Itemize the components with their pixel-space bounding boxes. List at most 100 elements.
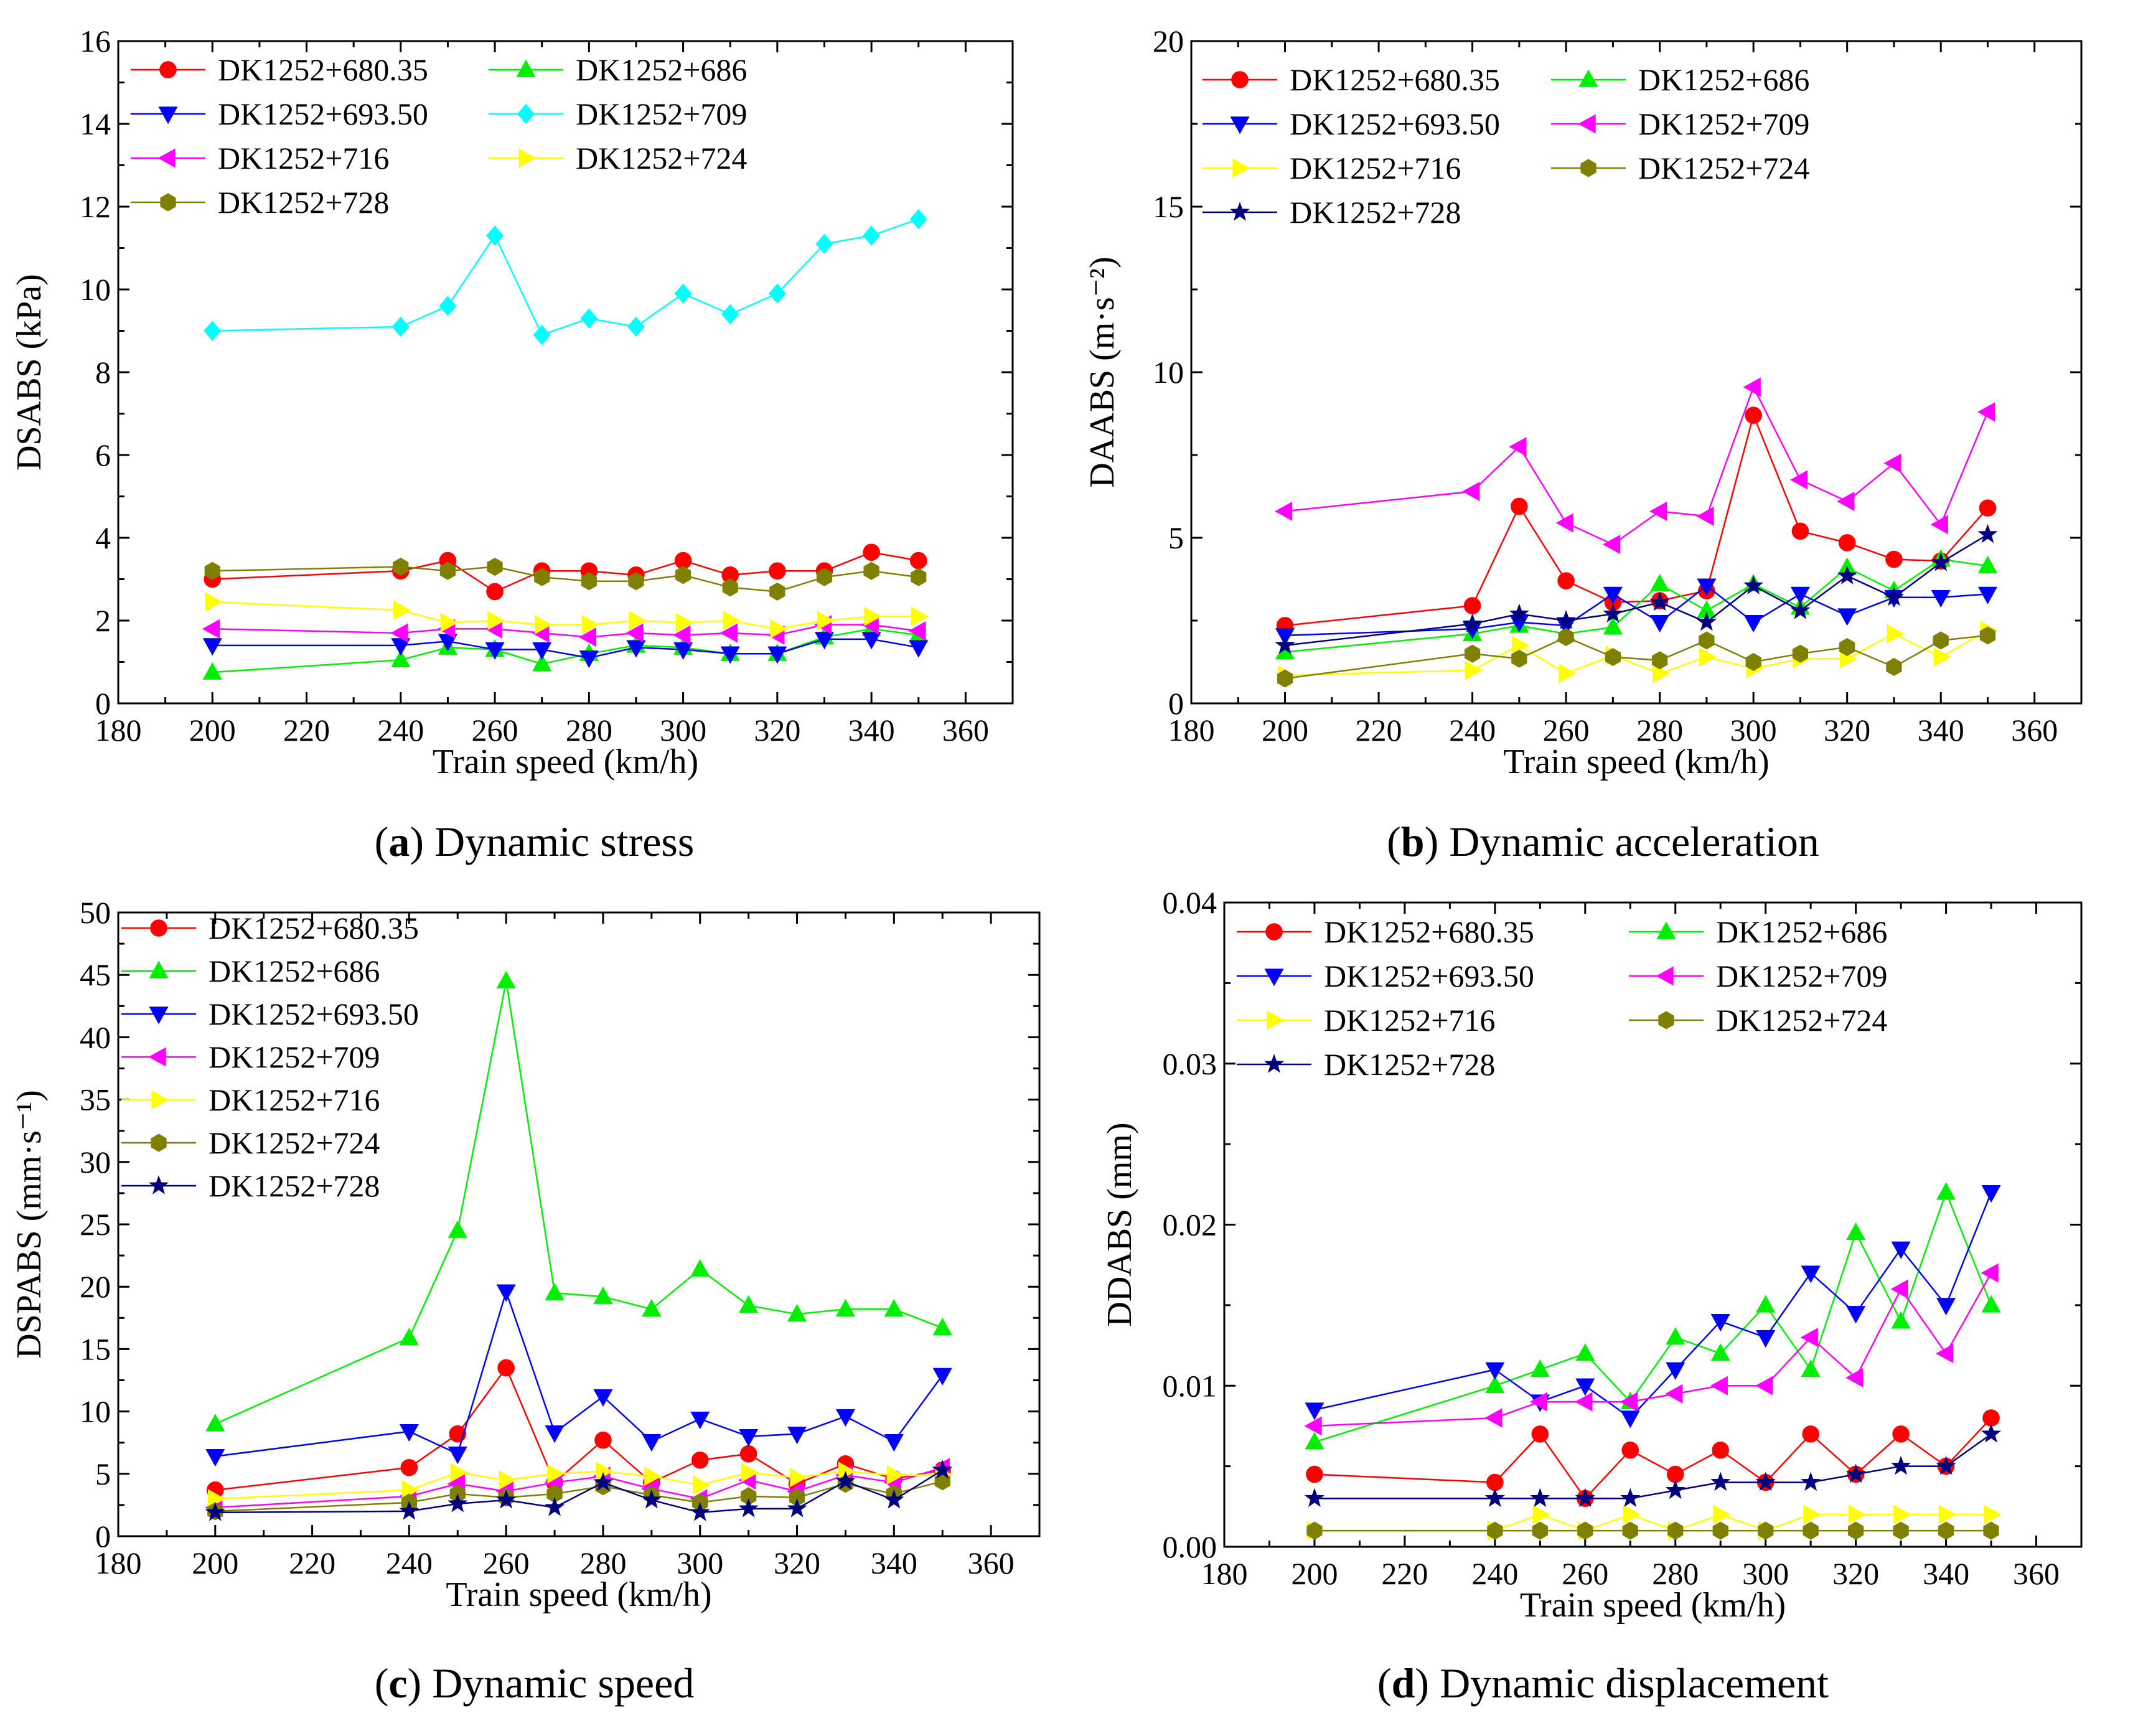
data-point	[1758, 1521, 1774, 1540]
series-dk1252-728	[1304, 1423, 2002, 1508]
data-point	[1933, 647, 1951, 667]
data-point	[1485, 1375, 1505, 1393]
data-point	[1622, 1521, 1638, 1540]
data-point	[391, 649, 411, 667]
x-tick-label: 280	[579, 1546, 626, 1580]
x-tick-label: 280	[1652, 1556, 1699, 1591]
legend-marker	[1578, 69, 1598, 87]
x-tick-label: 320	[774, 1546, 820, 1580]
data-point	[487, 611, 505, 631]
data-point	[673, 642, 693, 660]
data-point	[835, 1298, 855, 1316]
legend-label: DK1252+709	[576, 96, 747, 131]
legend-label: DK1252+680.35	[1290, 62, 1500, 97]
series-line	[212, 218, 919, 336]
legend-item-dk1252-680-35: DK1252+680.35	[1237, 914, 1534, 949]
legend-label: DK1252+724	[209, 1125, 380, 1160]
data-point	[1532, 1521, 1548, 1540]
data-point	[1559, 664, 1577, 683]
data-point	[1275, 501, 1293, 521]
data-point	[1620, 1392, 1638, 1412]
data-point	[439, 296, 457, 316]
legend-label: DK1252+693.50	[209, 997, 419, 1031]
series-line	[212, 601, 919, 630]
x-tick-label: 300	[660, 713, 706, 748]
series-dk1252-724	[1306, 1521, 1999, 1540]
legend-label: DK1252+693.50	[1290, 106, 1500, 141]
data-point	[1710, 1343, 1730, 1361]
data-point	[1696, 506, 1714, 526]
data-point	[1602, 535, 1621, 555]
series-line	[1285, 558, 1988, 653]
series-dk1252-716	[1277, 621, 1998, 685]
legend-marker	[159, 61, 177, 78]
data-point	[1462, 613, 1483, 632]
y-axis-label: DSABS (kPa)	[10, 274, 49, 471]
data-point	[1484, 1408, 1503, 1428]
x-tick-label: 260	[483, 1546, 530, 1580]
data-point	[1891, 1455, 1911, 1475]
legend-marker	[160, 193, 176, 212]
data-point	[1743, 614, 1763, 633]
data-point	[1837, 608, 1857, 626]
x-tick-label: 260	[472, 713, 518, 748]
series-line	[212, 624, 919, 638]
data-point	[1710, 1471, 1731, 1491]
y-tick-label: 0.03	[1163, 1046, 1217, 1081]
data-point	[1933, 631, 1949, 650]
data-point	[1710, 1376, 1728, 1396]
data-point	[1893, 1504, 1911, 1524]
series-dk1252-728	[1275, 523, 1998, 654]
series-line	[1285, 629, 1989, 677]
data-point	[861, 632, 881, 650]
data-point	[909, 640, 929, 658]
legend-item-dk1252-693-50: DK1252+693.50	[1203, 106, 1500, 141]
data-point	[817, 611, 835, 631]
caption-letter: c	[388, 1659, 408, 1707]
legend-label: DK1252+693.50	[218, 96, 428, 131]
data-point	[486, 225, 504, 246]
data-point	[496, 1490, 517, 1509]
legend-label: DK1252+686	[1638, 62, 1809, 97]
legend: DK1252+680.35 DK1252+686 DK1252+693.50 DK12…	[1203, 62, 1809, 230]
data-point	[1890, 1279, 1908, 1299]
data-point	[1979, 499, 1997, 517]
data-point	[1743, 377, 1761, 397]
data-point	[1981, 1185, 2001, 1203]
y-tick-label: 50	[80, 895, 111, 930]
data-point	[1713, 1504, 1731, 1524]
data-point	[1512, 636, 1530, 655]
data-point	[1977, 523, 1998, 543]
data-point	[1485, 1362, 1505, 1380]
legend-item-dk1252-716: DK1252+716	[131, 141, 389, 176]
data-point	[1848, 1504, 1867, 1524]
data-point	[202, 638, 222, 656]
y-tick-label: 0.04	[1163, 885, 1217, 920]
data-point	[690, 1502, 710, 1521]
y-tick-label: 14	[80, 106, 111, 141]
data-point	[884, 1490, 904, 1509]
data-point	[1790, 600, 1811, 619]
x-tick-label: 280	[566, 713, 612, 748]
legend-marker	[1232, 158, 1250, 178]
data-point	[723, 611, 741, 631]
data-point	[1306, 1465, 1323, 1483]
data-point	[534, 615, 553, 635]
legend-marker	[148, 1175, 169, 1194]
data-point	[1696, 611, 1717, 631]
data-point	[580, 308, 598, 329]
legend-marker	[157, 148, 176, 168]
data-point	[1839, 637, 1855, 657]
legend-marker	[150, 919, 167, 937]
data-point	[1938, 1504, 1957, 1524]
axes: 180 200 220 240 260 280 300 320 340 360 0.00 0.01 0.…	[1100, 885, 2083, 1625]
data-point	[1555, 513, 1573, 533]
data-point	[1557, 572, 1575, 589]
data-point	[789, 1468, 807, 1488]
legend-label: DK1252+728	[209, 1168, 380, 1203]
data-point	[594, 1431, 612, 1449]
legend-label: DK1252+728	[1290, 195, 1461, 230]
data-point	[1886, 657, 1902, 677]
data-point	[1838, 534, 1856, 551]
data-point	[532, 654, 552, 672]
